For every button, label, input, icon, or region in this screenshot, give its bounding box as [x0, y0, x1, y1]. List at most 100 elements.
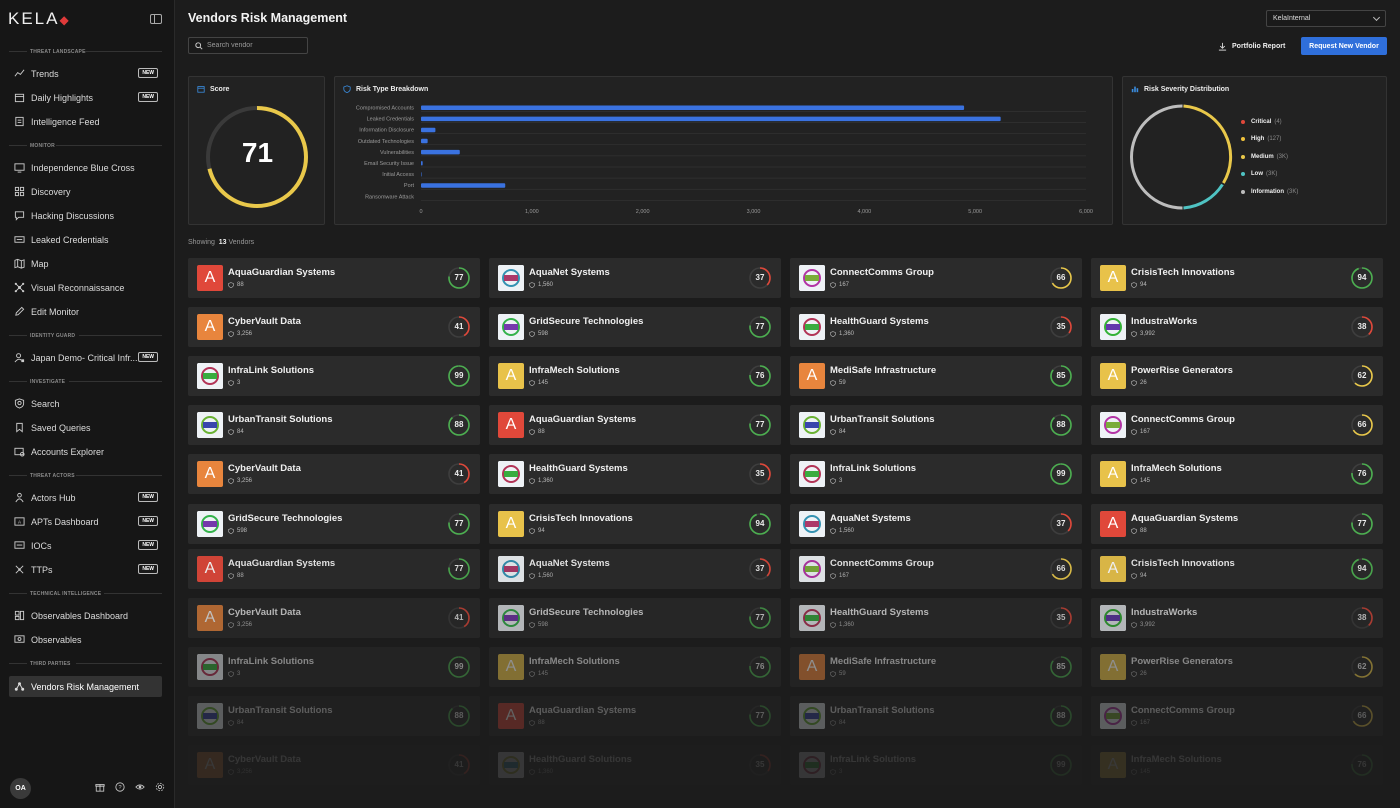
vendor-card[interactable]: A AquaGuardian Systems 88 77: [489, 696, 781, 736]
settings-icon[interactable]: [155, 779, 165, 797]
sidebar-item-observables-dashboard[interactable]: Observables Dashboard: [9, 605, 162, 626]
vendor-card[interactable]: GridSecure Technologies 598 77: [489, 307, 781, 347]
network-icon: [14, 282, 25, 293]
nav-divider: [9, 51, 27, 52]
vendor-card[interactable]: A CyberVault Data 3,256 41: [188, 307, 480, 347]
vendor-card[interactable]: A InfraMech Solutions 145 76: [489, 647, 781, 687]
vendor-card[interactable]: AquaNet Systems 1,560 37: [489, 258, 781, 298]
kela-logo[interactable]: KELA◆: [8, 9, 71, 28]
vendor-card[interactable]: A AquaGuardian Systems 88 77: [1091, 504, 1383, 544]
nav-section-label: TECHNICAL INTELLIGENCE: [30, 591, 102, 597]
vendor-card[interactable]: HealthGuard Systems 1,360 35: [790, 598, 1082, 638]
avatar[interactable]: OA: [10, 777, 31, 799]
sidebar-item-apts-dashboard[interactable]: A APTs Dashboard NEW: [9, 511, 162, 532]
sidebar-item-daily-highlights[interactable]: Daily Highlights NEW: [9, 87, 162, 108]
vendor-logo: [799, 461, 825, 487]
vendor-card[interactable]: ConnectComms Group 167 66: [790, 258, 1082, 298]
severity-panel-title: Risk Severity Distribution: [1131, 85, 1229, 93]
vendor-card[interactable]: A AquaGuardian Systems 88 77: [188, 258, 480, 298]
legend-label: Information: [1251, 188, 1284, 195]
vendor-name: InfraMech Solutions: [1131, 463, 1222, 474]
vendor-card[interactable]: A MediSafe Infrastructure 59 85: [790, 356, 1082, 396]
vendor-logo: [1100, 605, 1126, 631]
vendor-card[interactable]: A AquaGuardian Systems 88 77: [188, 549, 480, 589]
vendor-card[interactable]: ConnectComms Group 167 66: [790, 549, 1082, 589]
chart-category-label: Leaked Credentials: [367, 117, 415, 123]
collapse-sidebar-icon[interactable]: [150, 14, 162, 24]
vendor-card[interactable]: A InfraMech Solutions 145 76: [1091, 454, 1383, 494]
score-icon: [197, 86, 205, 93]
vendor-card[interactable]: HealthGuard Systems 1,360 35: [489, 454, 781, 494]
shield-icon: [830, 720, 836, 726]
nav-section-label: THREAT ACTORS: [30, 473, 75, 479]
eye-icon[interactable]: [135, 779, 145, 797]
vendor-card[interactable]: ConnectComms Group 167 66: [1091, 696, 1383, 736]
vendor-card[interactable]: A InfraMech Solutions 145 76: [1091, 745, 1383, 785]
portfolio-report-button[interactable]: Portfolio Report: [1218, 38, 1285, 54]
vendor-card[interactable]: InfraLink Solutions 3 99: [790, 745, 1082, 785]
sidebar-item-japan-demo-critical-infr[interactable]: Japan Demo- Critical Infr... NEW: [9, 347, 162, 368]
vendor-card[interactable]: A PowerRise Generators 26 62: [1091, 647, 1383, 687]
vendor-card[interactable]: AquaNet Systems 1,560 37: [790, 504, 1082, 544]
vendor-card[interactable]: UrbanTransit Solutions 84 88: [188, 405, 480, 445]
vendor-card[interactable]: AquaNet Systems 1,560 37: [489, 549, 781, 589]
vendor-name: InfraMech Solutions: [529, 656, 620, 667]
vendor-card[interactable]: A CrisisTech Innovations 94 94: [489, 504, 781, 544]
legend-label: Medium: [1251, 153, 1274, 160]
legend-count: (127): [1267, 136, 1282, 143]
vendor-card[interactable]: InfraLink Solutions 3 99: [790, 454, 1082, 494]
vendor-card[interactable]: UrbanTransit Solutions 84 88: [790, 405, 1082, 445]
vendor-name: ConnectComms Group: [1131, 414, 1235, 425]
sidebar-item-trends[interactable]: Trends NEW: [9, 63, 162, 84]
sidebar-item-label: Visual Reconnaissance: [31, 282, 125, 293]
vendor-card[interactable]: InfraLink Solutions 3 99: [188, 356, 480, 396]
vendor-card[interactable]: A CyberVault Data 3,256 41: [188, 745, 480, 785]
vendor-card[interactable]: A CyberVault Data 3,256 41: [188, 598, 480, 638]
sidebar-item-iocs[interactable]: IOCs NEW: [9, 535, 162, 556]
tenant-select[interactable]: KelaInternal: [1266, 10, 1386, 27]
sidebar-item-vendors-risk-management[interactable]: Vendors Risk Management: [9, 676, 162, 697]
vendor-card[interactable]: GridSecure Technologies 598 77: [188, 504, 480, 544]
vendor-card[interactable]: A CyberVault Data 3,256 41: [188, 454, 480, 494]
help-icon[interactable]: ?: [115, 779, 125, 797]
vendor-card[interactable]: HealthGuard Systems 1,360 35: [790, 307, 1082, 347]
shield-icon: [1131, 380, 1137, 386]
vendor-card[interactable]: A MediSafe Infrastructure 59 85: [790, 647, 1082, 687]
sidebar-item-accounts-explorer[interactable]: Accounts Explorer: [9, 441, 162, 462]
sidebar-item-map[interactable]: Map: [9, 253, 162, 274]
sidebar-item-edit-monitor[interactable]: Edit Monitor: [9, 301, 162, 322]
vendor-findings: 145: [529, 380, 548, 386]
chart-bar: [421, 116, 1001, 122]
vendor-card[interactable]: GridSecure Technologies 598 77: [489, 598, 781, 638]
sidebar-item-leaked-credentials[interactable]: Leaked Credentials: [9, 229, 162, 250]
search-box[interactable]: [188, 37, 308, 54]
vendor-card[interactable]: IndustraWorks 3,992 38: [1091, 598, 1383, 638]
vendor-card[interactable]: A AquaGuardian Systems 88 77: [489, 405, 781, 445]
request-new-vendor-button[interactable]: Request New Vendor: [1301, 37, 1387, 55]
vendor-card[interactable]: InfraLink Solutions 3 99: [188, 647, 480, 687]
chart-category-label: Outdated Technologies: [358, 139, 414, 145]
vendor-card[interactable]: IndustraWorks 3,992 38: [1091, 307, 1383, 347]
vendor-card[interactable]: A PowerRise Generators 26 62: [1091, 356, 1383, 396]
sidebar-item-independence-blue-cross[interactable]: Independence Blue Cross: [9, 157, 162, 178]
sidebar-item-actors-hub[interactable]: Actors Hub NEW: [9, 487, 162, 508]
sidebar-item-discovery[interactable]: Discovery: [9, 181, 162, 202]
sidebar-item-intelligence-feed[interactable]: Intelligence Feed: [9, 111, 162, 132]
vendor-card[interactable]: UrbanTransit Solutions 84 88: [790, 696, 1082, 736]
vendor-card[interactable]: A CrisisTech Innovations 94 94: [1091, 549, 1383, 589]
sidebar-item-label: IOCs: [31, 540, 52, 551]
gift-icon[interactable]: [95, 779, 105, 797]
sidebar-item-visual-reconnaissance[interactable]: Visual Reconnaissance: [9, 277, 162, 298]
sidebar-item-observables[interactable]: Observables: [9, 629, 162, 650]
vendor-card[interactable]: ConnectComms Group 167 66: [1091, 405, 1383, 445]
vendor-logo: A: [1100, 461, 1126, 487]
vendor-card[interactable]: HealthGuard Solutions 1,360 35: [489, 745, 781, 785]
vendor-card[interactable]: A CrisisTech Innovations 94 94: [1091, 258, 1383, 298]
sidebar-item-ttps[interactable]: TTPs NEW: [9, 559, 162, 580]
vendor-card[interactable]: UrbanTransit Solutions 84 88: [188, 696, 480, 736]
search-input[interactable]: [207, 42, 307, 49]
vendor-card[interactable]: A InfraMech Solutions 145 76: [489, 356, 781, 396]
sidebar-item-saved-queries[interactable]: Saved Queries: [9, 417, 162, 438]
sidebar-item-search[interactable]: Search: [9, 393, 162, 414]
sidebar-item-hacking-discussions[interactable]: Hacking Discussions: [9, 205, 162, 226]
